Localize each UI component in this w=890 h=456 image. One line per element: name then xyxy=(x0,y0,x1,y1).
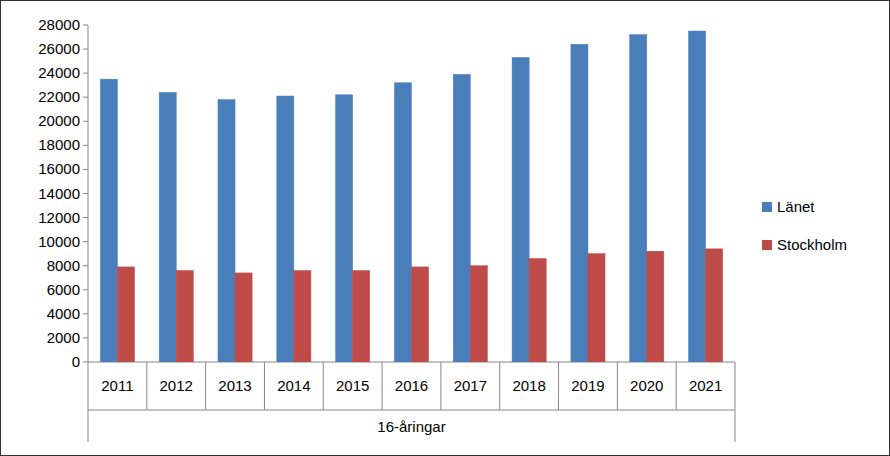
legend-label: Stockholm xyxy=(777,236,847,253)
x-tick-label: 2020 xyxy=(630,377,663,394)
bar xyxy=(218,100,235,362)
frame xyxy=(1,1,890,456)
chart: 0 2000 4000 6000 8000 10000 12000 14000 16000 180… xyxy=(0,0,890,456)
bar xyxy=(394,83,411,362)
y-tick-label: 18000 xyxy=(38,136,80,153)
x-tick-label: 2021 xyxy=(689,377,722,394)
category-separator xyxy=(88,362,89,442)
y-tick xyxy=(83,169,88,170)
bar xyxy=(571,44,588,362)
y-tick xyxy=(83,121,88,122)
y-tick xyxy=(83,145,88,146)
category-separator xyxy=(382,362,383,410)
x-tick-label: 2017 xyxy=(454,377,487,394)
y-tick xyxy=(83,362,88,363)
y-tick-label: 26000 xyxy=(38,40,80,57)
bar xyxy=(294,271,311,362)
bar xyxy=(176,271,193,362)
bar xyxy=(117,267,134,362)
y-tick xyxy=(83,241,88,242)
x-tick-label: 2012 xyxy=(160,377,193,394)
bar xyxy=(689,31,706,362)
legend-swatch xyxy=(762,202,772,212)
y-tick-label: 16000 xyxy=(38,160,80,177)
category-row-line xyxy=(88,410,735,411)
bar xyxy=(453,74,470,362)
y-tick-label: 20000 xyxy=(38,112,80,129)
bars xyxy=(100,31,722,362)
y-tick-label: 6000 xyxy=(47,281,80,298)
x-tick-label: 2015 xyxy=(336,377,369,394)
x-tick-label: 2013 xyxy=(218,377,251,394)
x-axis-label: 16-åringar xyxy=(377,418,445,435)
category-separator xyxy=(323,362,324,410)
category-separator xyxy=(617,362,618,410)
y-tick-label: 28000 xyxy=(38,16,80,33)
bar xyxy=(630,35,647,362)
bar xyxy=(159,92,176,362)
y-tick xyxy=(83,49,88,50)
x-tick-label: 2011 xyxy=(101,377,133,394)
y-tick xyxy=(83,25,88,26)
legend-label: Länet xyxy=(777,198,815,215)
x-tick-label: 2016 xyxy=(395,377,428,394)
y-tick-label: 10000 xyxy=(38,233,80,250)
category-separator xyxy=(440,362,441,410)
bar xyxy=(512,57,529,362)
category-separator xyxy=(205,362,206,410)
bar xyxy=(353,271,370,362)
y-tick xyxy=(83,73,88,74)
y-tick-label: 2000 xyxy=(47,329,80,346)
y-tick-label: 4000 xyxy=(47,305,80,322)
y-tick-label: 12000 xyxy=(38,209,80,226)
y-tick-label: 0 xyxy=(72,353,80,370)
y-tick xyxy=(83,337,88,338)
category-separator xyxy=(735,362,736,442)
bar xyxy=(235,273,252,362)
y-tick-label: 24000 xyxy=(38,64,80,81)
y-tick-label: 8000 xyxy=(47,257,80,274)
bar xyxy=(412,267,429,362)
y-tick xyxy=(83,289,88,290)
category-separator xyxy=(558,362,559,410)
y-tick xyxy=(83,217,88,218)
x-tick-label: 2019 xyxy=(571,377,604,394)
y-tick xyxy=(83,313,88,314)
bar xyxy=(588,254,605,362)
bar xyxy=(470,266,487,362)
y-tick-label: 14000 xyxy=(38,185,80,202)
bar xyxy=(647,251,664,362)
category-separator xyxy=(676,362,677,410)
y-tick xyxy=(83,193,88,194)
x-tick-label: 2018 xyxy=(512,377,545,394)
bar xyxy=(529,258,546,362)
y-tick-label: 22000 xyxy=(38,88,80,105)
x-tick-label: 2014 xyxy=(277,377,310,394)
category-separator xyxy=(264,362,265,410)
bar xyxy=(336,95,353,362)
bar xyxy=(277,96,294,362)
legend-swatch xyxy=(762,240,772,250)
bar xyxy=(100,79,117,362)
category-separator xyxy=(146,362,147,410)
bar xyxy=(706,249,723,362)
y-tick xyxy=(83,265,88,266)
y-tick xyxy=(83,97,88,98)
category-separator xyxy=(499,362,500,410)
